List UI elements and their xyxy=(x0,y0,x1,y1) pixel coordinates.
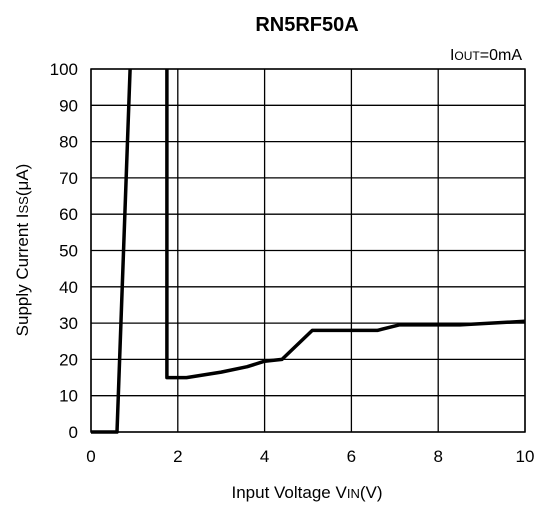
condition-annotation: IOUT=0mA xyxy=(450,47,522,64)
annotation-sub: OUT xyxy=(454,49,480,63)
series-line-2 xyxy=(165,69,526,380)
y-tick-label: 40 xyxy=(59,278,78,297)
y-tick-label: 90 xyxy=(59,96,78,115)
y-tick-labels: 0 10 20 30 40 50 60 70 80 90 100 xyxy=(50,60,78,442)
y-tick-label: 20 xyxy=(59,350,78,369)
y-axis-label: Supply Current ISS(μA) xyxy=(13,164,32,337)
y-tick-label: 100 xyxy=(50,60,78,79)
x-axis-label-sub: IN xyxy=(347,486,360,501)
grid xyxy=(90,68,526,433)
y-tick-label: 80 xyxy=(59,133,78,152)
x-tick-label: 2 xyxy=(173,447,182,466)
y-axis-label-main: Supply Current I xyxy=(13,213,32,336)
x-tick-label: 0 xyxy=(86,447,95,466)
x-tick-label: 6 xyxy=(347,447,356,466)
chart-title: RN5RF50A xyxy=(255,14,358,36)
x-axis-label-unit: (V) xyxy=(360,483,383,502)
series-line-1 xyxy=(91,68,132,434)
series-lines xyxy=(91,68,526,434)
y-tick-label: 10 xyxy=(59,387,78,406)
plot-frame xyxy=(90,68,526,433)
annotation-rest: =0mA xyxy=(480,47,523,64)
x-tick-labels: 0 2 4 6 8 10 xyxy=(86,447,534,466)
y-axis-label-unit: (μA) xyxy=(13,164,32,196)
x-tick-label: 8 xyxy=(433,447,442,466)
y-tick-label: 30 xyxy=(59,314,78,333)
x-axis-label-main: Input Voltage V xyxy=(232,483,348,502)
y-axis-label-sub: SS xyxy=(16,196,31,214)
x-tick-label: 10 xyxy=(516,447,535,466)
y-tick-label: 50 xyxy=(59,242,78,261)
y-tick-label: 60 xyxy=(59,205,78,224)
y-tick-label: 0 xyxy=(69,423,78,442)
x-axis-label: Input Voltage VIN(V) xyxy=(232,483,383,502)
y-tick-label: 70 xyxy=(59,169,78,188)
x-tick-label: 4 xyxy=(260,447,269,466)
annotation-main: I xyxy=(450,47,454,64)
